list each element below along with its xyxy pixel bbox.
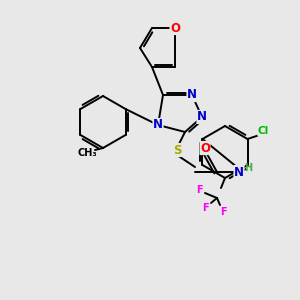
- Text: F: F: [196, 185, 202, 195]
- Text: CH₃: CH₃: [77, 148, 97, 158]
- Text: N: N: [187, 88, 197, 101]
- Text: O: O: [170, 22, 180, 34]
- Text: F: F: [220, 207, 226, 217]
- Text: O: O: [200, 142, 210, 154]
- Text: S: S: [173, 143, 181, 157]
- Text: N: N: [234, 166, 244, 178]
- Text: Cl: Cl: [258, 126, 269, 136]
- Text: N: N: [153, 118, 163, 131]
- Text: F: F: [202, 203, 208, 213]
- Text: N: N: [197, 110, 207, 124]
- Text: H: H: [244, 163, 252, 173]
